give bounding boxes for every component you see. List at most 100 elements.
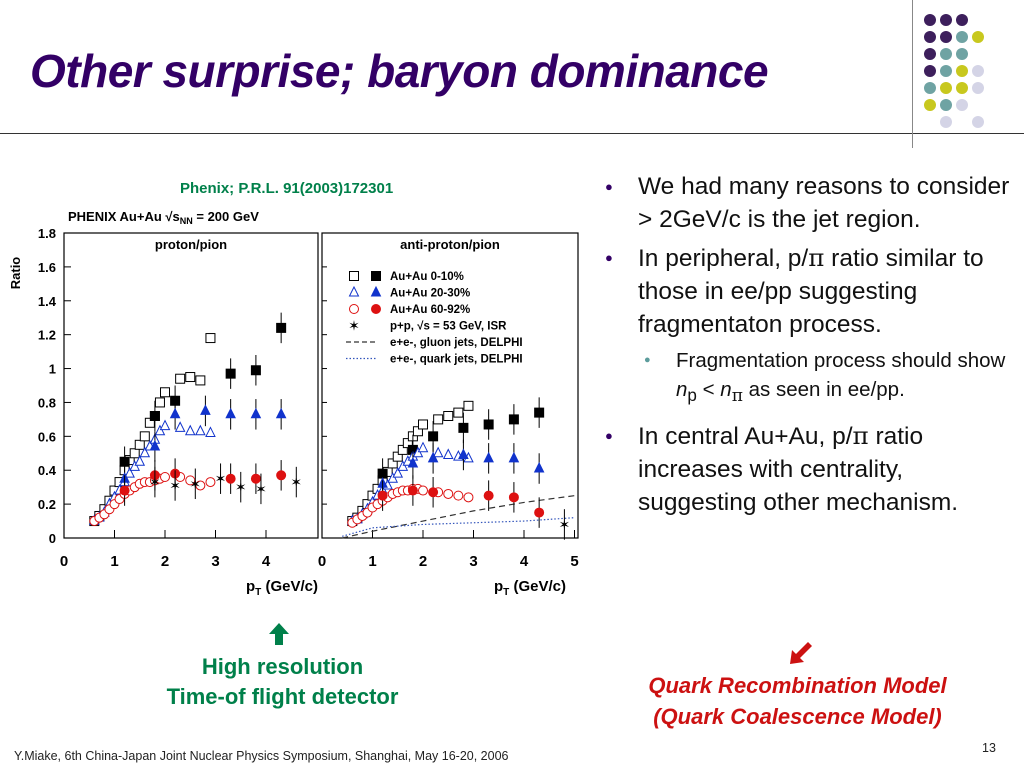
bullet-central: In central Au+Au, p/π ratio increases wi… [602,419,1022,519]
data-point [392,451,403,462]
data-point [483,419,494,430]
data-point [250,473,261,484]
decorative-dot [940,82,952,94]
data-point: ✶ [169,478,181,494]
data-point [412,426,423,437]
data-point [349,271,359,281]
page-number: 13 [982,741,996,755]
data-point [392,466,404,478]
data-point [139,431,150,442]
decorative-dot [956,14,968,26]
data-point [371,271,381,281]
data-point [250,365,261,376]
data-point [418,419,428,430]
data-point [349,304,359,314]
data-point: ✶ [255,482,267,498]
y-tick-label: 1.8 [38,226,56,241]
arrow-up-icon [269,623,289,645]
data-point [348,285,360,297]
decorative-dot [940,116,952,128]
recombination-note-line1: Quark Recombination Model [648,673,947,698]
data-point [205,477,216,488]
decorative-dot [956,31,968,43]
decorative-dot [924,14,936,26]
legend-entry: Au+Au 0-10% [390,271,464,283]
decorative-dot [972,31,984,43]
recombination-note: Quark Recombination Model (Quark Coalesc… [600,670,995,732]
plot-citation: Phenix; P.R.L. 91(2003)172301 [180,180,394,197]
decorative-dot [940,99,952,111]
data-point [508,492,519,503]
y-tick-label: 0 [49,531,56,546]
data-point [428,487,439,498]
data-point: ✶ [189,477,201,493]
decorative-dot [940,48,952,60]
data-point [534,507,545,518]
x-tick-label: 2 [161,553,169,570]
data-point [453,490,464,501]
legend-entry: Au+Au 20-30% [390,288,470,300]
slide-title: Other surprise; baryon dominance [30,45,769,97]
panel-frame [63,232,319,539]
curve [342,517,575,537]
data-point [276,322,287,333]
data-point [432,446,444,458]
x-tick-label: 4 [520,553,529,570]
x-tick-label: 5 [570,553,578,570]
data-point [225,368,236,379]
data-point [483,490,494,501]
data-point [174,421,186,432]
data-point [407,485,418,496]
decorative-dot [924,31,936,43]
data-point [225,473,236,484]
y-tick-label: 1.4 [38,294,57,309]
sub-bullet-fragmentation: Fragmentation process should show np < n… [602,346,1022,411]
data-point [134,455,146,466]
data-point [458,448,469,459]
y-tick-label: 0.6 [38,429,56,444]
data-point [463,492,474,503]
detector-note-line2: Time-of flight detector [166,684,399,709]
decor-divider [912,0,913,148]
data-point [195,424,206,436]
data-point [433,414,444,425]
x-tick-label: 0 [318,553,326,570]
data-point [205,426,216,437]
data-point [134,439,145,450]
data-point [275,407,287,419]
ratio-plot-svg: PHENIX Au+Au √sNN = 200 GeV proton/pion an… [8,209,579,598]
data-point [508,451,520,463]
data-point [443,411,454,421]
recombination-note-line2: (Quark Coalescence Model) [653,704,942,729]
data-point [453,407,464,418]
y-tick-label: 0.8 [38,395,56,410]
x-tick-label: 0 [60,553,68,570]
data-point: ✶ [559,517,571,533]
arrow-down-left-icon [790,642,812,664]
detector-note-line1: High resolution [201,654,364,679]
data-point [458,422,469,433]
data-point [534,407,545,418]
data-point [184,424,196,436]
y-tick-label: 1.2 [38,328,56,343]
data-point [185,372,196,383]
x-tick-label: 3 [211,553,219,570]
y-tick-label: 0.4 [38,463,57,478]
legend-entry: p+p, √s = 53 GeV, ISR [390,320,507,333]
data-point: ✶ [290,475,302,491]
data-point: ✶ [149,475,161,491]
data-point [397,460,409,471]
x-tick-label: 2 [419,553,427,570]
data-point [160,472,170,482]
data-point [195,375,206,386]
x-tick-label: 1 [368,553,376,570]
y-tick-label: 1.6 [38,260,56,275]
ratio-plot: PHENIX Au+Au √sNN = 200 GeV proton/pion an… [6,203,586,603]
data-point [377,490,388,501]
data-point [250,407,262,419]
data-point [402,438,413,449]
decorative-dot [924,99,936,111]
data-point [225,407,236,419]
chart-header: PHENIX Au+Au √sNN = 200 GeV [68,209,259,226]
decorative-dot [972,116,984,128]
